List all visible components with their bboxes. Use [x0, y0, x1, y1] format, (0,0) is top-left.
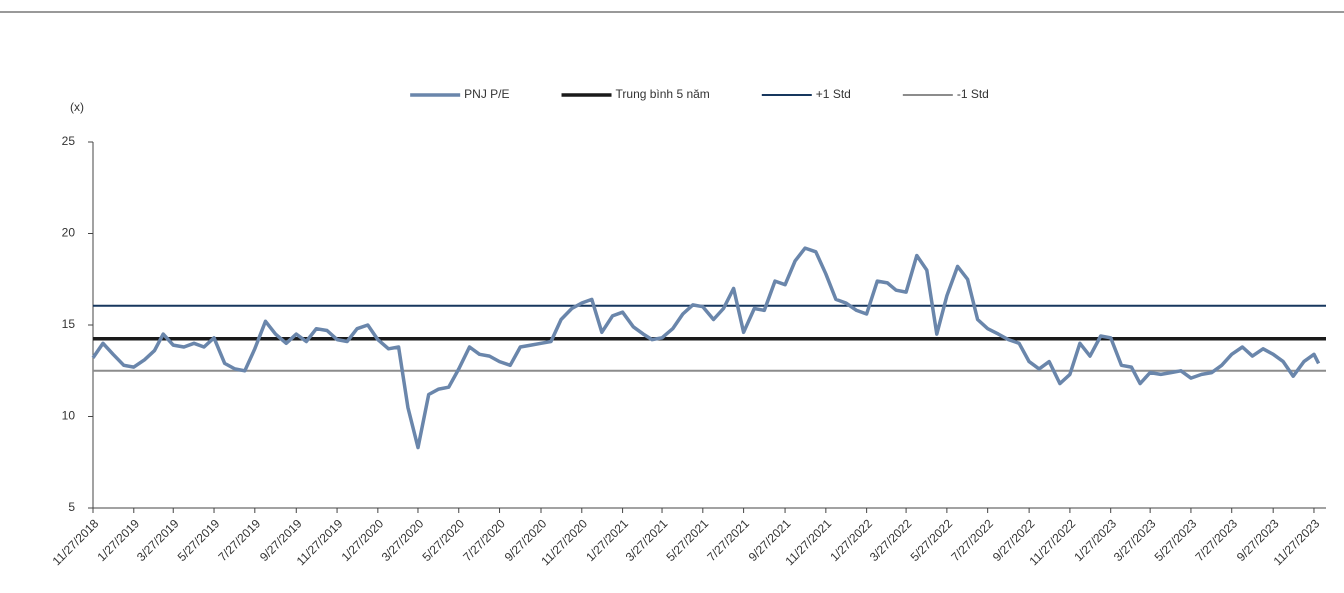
x-tick-label: 1/27/2022: [827, 516, 875, 564]
x-tick-label: 5/27/2022: [908, 516, 956, 564]
legend-label: +1 Std: [816, 87, 851, 101]
y-tick-label: 10: [62, 409, 76, 423]
x-tick-label: 7/27/2020: [460, 516, 508, 564]
x-tick-label: 5/27/2020: [419, 516, 467, 564]
y-tick-label: 15: [62, 317, 76, 331]
y-tick-label: 25: [62, 134, 76, 148]
x-tick-label: 7/27/2019: [216, 516, 264, 564]
x-tick-label: 1/27/2020: [339, 516, 387, 564]
x-tick-label: 1/27/2019: [94, 516, 142, 564]
x-tick-label: 7/27/2023: [1192, 516, 1240, 564]
x-tick-label: 1/27/2023: [1071, 516, 1119, 564]
x-tick-label: 5/27/2023: [1152, 516, 1200, 564]
x-tick-label: 3/27/2020: [379, 516, 427, 564]
x-tick-label: 3/27/2021: [623, 516, 671, 564]
x-tick-label: 7/27/2022: [948, 516, 996, 564]
x-tick-label: 11/27/2018: [50, 516, 102, 568]
x-tick-label: 7/27/2021: [704, 516, 752, 564]
legend-label: Trung bình 5 năm: [616, 87, 710, 101]
series-line: [91, 246, 1321, 450]
x-tick-label: 3/27/2019: [134, 516, 182, 564]
x-tick-label: 1/27/2021: [583, 516, 631, 564]
legend-label: -1 Std: [957, 87, 989, 101]
x-tick-label: 3/27/2022: [867, 516, 915, 564]
y-axis-label: (x): [70, 100, 84, 114]
x-tick-label: 3/27/2023: [1111, 516, 1159, 564]
legend-label: PNJ P/E: [464, 87, 509, 101]
x-tick-label: 5/27/2019: [175, 516, 223, 564]
y-tick-label: 5: [68, 500, 75, 514]
x-tick-label: 5/27/2021: [664, 516, 712, 564]
legend: PNJ P/E Trung bình 5 năm +1 Std -1 Std: [410, 87, 989, 101]
y-tick-label: 20: [62, 226, 76, 240]
